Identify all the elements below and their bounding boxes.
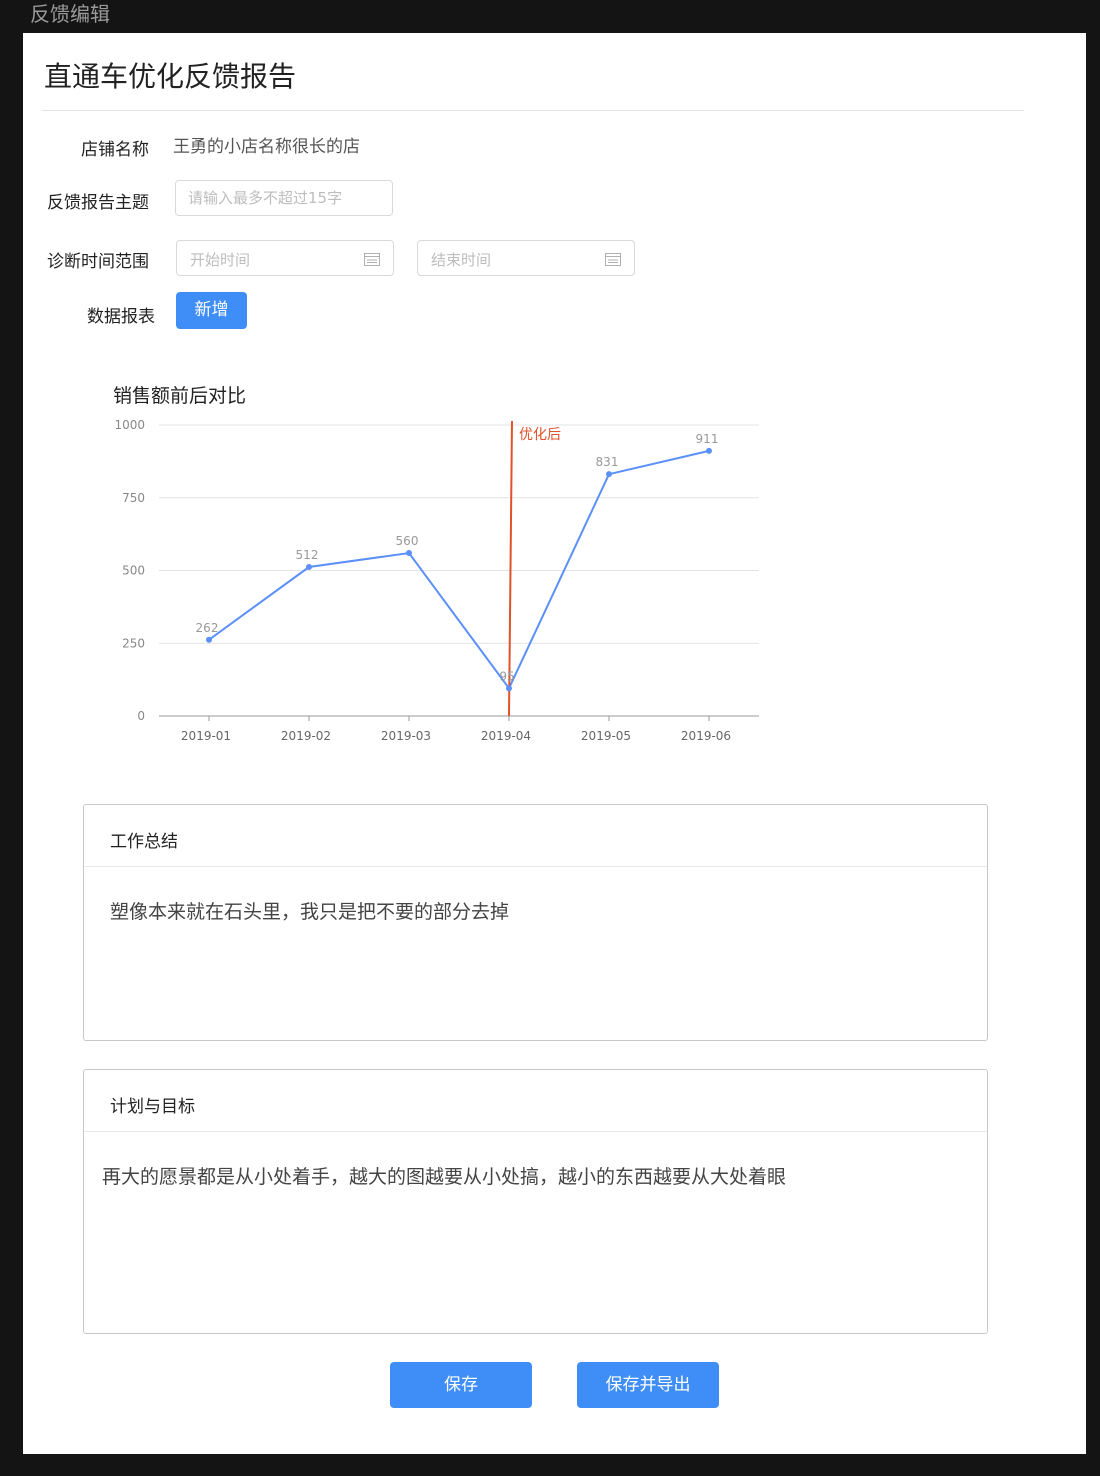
y-tick-label: 1000 — [114, 418, 145, 432]
data-point — [606, 471, 612, 478]
plan-goals-title: 计划与目标 — [84, 1070, 987, 1132]
x-tick-label: 2019-04 — [481, 729, 531, 743]
data-label: 512 — [296, 548, 319, 562]
data-point — [206, 636, 212, 643]
data-label: 95 — [499, 669, 514, 683]
x-tick-label: 2019-02 — [281, 729, 331, 743]
data-label: 911 — [696, 432, 719, 446]
page-title: 直通车优化反馈报告 — [44, 60, 297, 93]
shop-name-value: 王勇的小店名称很长的店 — [173, 137, 360, 157]
data-point — [706, 447, 712, 454]
data-point — [506, 685, 512, 692]
sales-chart: 销售额前后对比 0 250 500 750 1000 2019-01 2019-02 2019… — [103, 373, 783, 773]
data-label: 560 — [396, 534, 419, 548]
save-export-button[interactable]: 保存并导出 — [577, 1362, 719, 1408]
optimization-marker-label: 优化后 — [519, 427, 561, 443]
add-report-button[interactable]: 新增 — [176, 292, 247, 329]
end-date-picker[interactable]: 结束时间 — [417, 240, 635, 276]
data-point — [406, 550, 412, 557]
data-table-label: 数据报表 — [87, 307, 155, 327]
x-tick-label: 2019-01 — [181, 729, 231, 743]
work-summary-title: 工作总结 — [84, 805, 987, 867]
x-tick-label: 2019-03 — [381, 729, 431, 743]
start-date-picker[interactable]: 开始时间 — [176, 240, 394, 276]
calendar-icon — [364, 253, 380, 266]
plan-goals-content[interactable]: 再大的愿景都是从小处着手，越大的图越要从小处搞，越小的东西越要从大处着眼 — [102, 1166, 787, 1188]
y-tick-label: 750 — [122, 491, 145, 505]
start-date-placeholder: 开始时间 — [190, 251, 251, 269]
report-sheet: 直通车优化反馈报告 店铺名称 王勇的小店名称很长的店 反馈报告主题 诊断时间范围… — [23, 33, 1086, 1454]
y-tick-label: 0 — [137, 709, 145, 723]
chart-canvas: 0 250 500 750 1000 2019-01 2019-02 2019-03 2019-… — [114, 418, 759, 743]
calendar-icon — [605, 253, 621, 266]
date-range-label: 诊断时间范围 — [47, 252, 149, 272]
y-tick-label: 250 — [122, 636, 145, 650]
window-title: 反馈编辑 — [30, 2, 110, 26]
optimization-marker-line — [508, 420, 513, 717]
topic-label: 反馈报告主题 — [47, 193, 149, 213]
work-summary-content[interactable]: 塑像本来就在石头里，我只是把不要的部分去掉 — [110, 901, 510, 923]
data-label: 262 — [196, 621, 219, 635]
y-tick-label: 500 — [122, 564, 145, 578]
topic-input[interactable] — [175, 180, 393, 216]
series-line — [208, 449, 710, 691]
x-tick-label: 2019-06 — [681, 729, 731, 743]
work-summary-panel: 工作总结 塑像本来就在石头里，我只是把不要的部分去掉 — [83, 804, 988, 1041]
chart-title: 销售额前后对比 — [113, 385, 247, 407]
end-date-placeholder: 结束时间 — [431, 251, 492, 269]
data-point — [306, 564, 312, 571]
plan-goals-panel: 计划与目标 再大的愿景都是从小处着手，越大的图越要从小处搞，越小的东西越要从大处… — [83, 1069, 988, 1334]
save-button[interactable]: 保存 — [390, 1362, 532, 1408]
title-divider — [42, 110, 1024, 111]
x-tick-label: 2019-05 — [581, 729, 631, 743]
data-label: 831 — [596, 455, 619, 469]
shop-name-label: 店铺名称 — [81, 140, 149, 160]
